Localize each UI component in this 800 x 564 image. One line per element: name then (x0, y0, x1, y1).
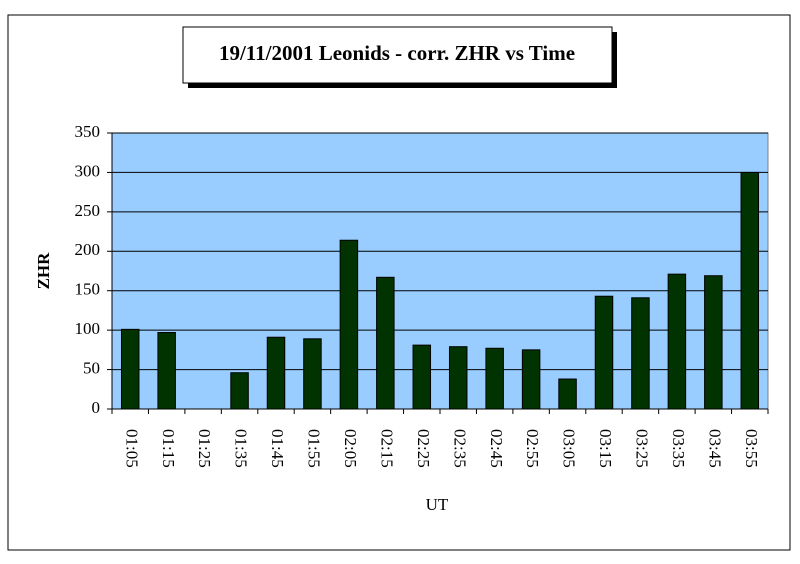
title-box (182, 26, 613, 84)
x-tick-label: 03:25 (633, 429, 652, 468)
bar (704, 275, 723, 410)
x-tick-label: 01:35 (232, 429, 251, 468)
y-tick-label: 150 (75, 280, 101, 299)
x-tick-label: 03:45 (705, 429, 724, 468)
bar (376, 276, 395, 410)
x-tick-label: 03:15 (596, 429, 615, 468)
y-tick-label: 200 (75, 240, 101, 259)
chart-title: 19/11/2001 Leonids - corr. ZHR vs Time (219, 41, 575, 65)
x-tick-label: 01:15 (159, 429, 178, 468)
plot-area (111, 132, 769, 410)
bar (303, 338, 322, 410)
y-tick-label: 0 (92, 398, 101, 417)
x-tick-label: 01:45 (268, 429, 287, 468)
x-tick-label: 01:05 (122, 429, 141, 468)
y-tick-label: 350 (75, 122, 101, 141)
bar (157, 332, 176, 410)
bar (631, 297, 650, 410)
bar (266, 336, 286, 410)
y-axis-label: ZHR (34, 252, 53, 290)
bar (120, 328, 140, 410)
x-tick-label: 03:55 (742, 429, 761, 468)
y-tick-label: 100 (75, 319, 101, 338)
y-tick-label: 250 (75, 201, 101, 220)
x-axis-label: UT (426, 495, 449, 514)
bar (485, 347, 504, 410)
bar (558, 378, 577, 410)
x-tick-label: 02:15 (377, 429, 396, 468)
y-tick-label: 300 (75, 161, 101, 180)
x-tick-label: 01:55 (305, 429, 324, 468)
x-tick-label: 02:55 (523, 429, 542, 468)
x-tick-label: 03:05 (560, 429, 579, 468)
x-tick-label: 03:35 (669, 429, 688, 468)
bar (448, 346, 468, 410)
bar (740, 171, 760, 410)
bar (521, 349, 541, 410)
y-tick-label: 50 (83, 358, 100, 377)
x-tick-label: 02:05 (341, 429, 360, 468)
bar (412, 344, 432, 410)
x-tick-label: 02:35 (450, 429, 469, 468)
x-tick-label: 02:45 (487, 429, 506, 468)
x-tick-label: 02:25 (414, 429, 433, 468)
bar (339, 239, 359, 410)
bar (667, 273, 687, 410)
x-tick-label: 01:25 (195, 429, 214, 468)
bar (594, 295, 614, 410)
bar (230, 372, 249, 410)
